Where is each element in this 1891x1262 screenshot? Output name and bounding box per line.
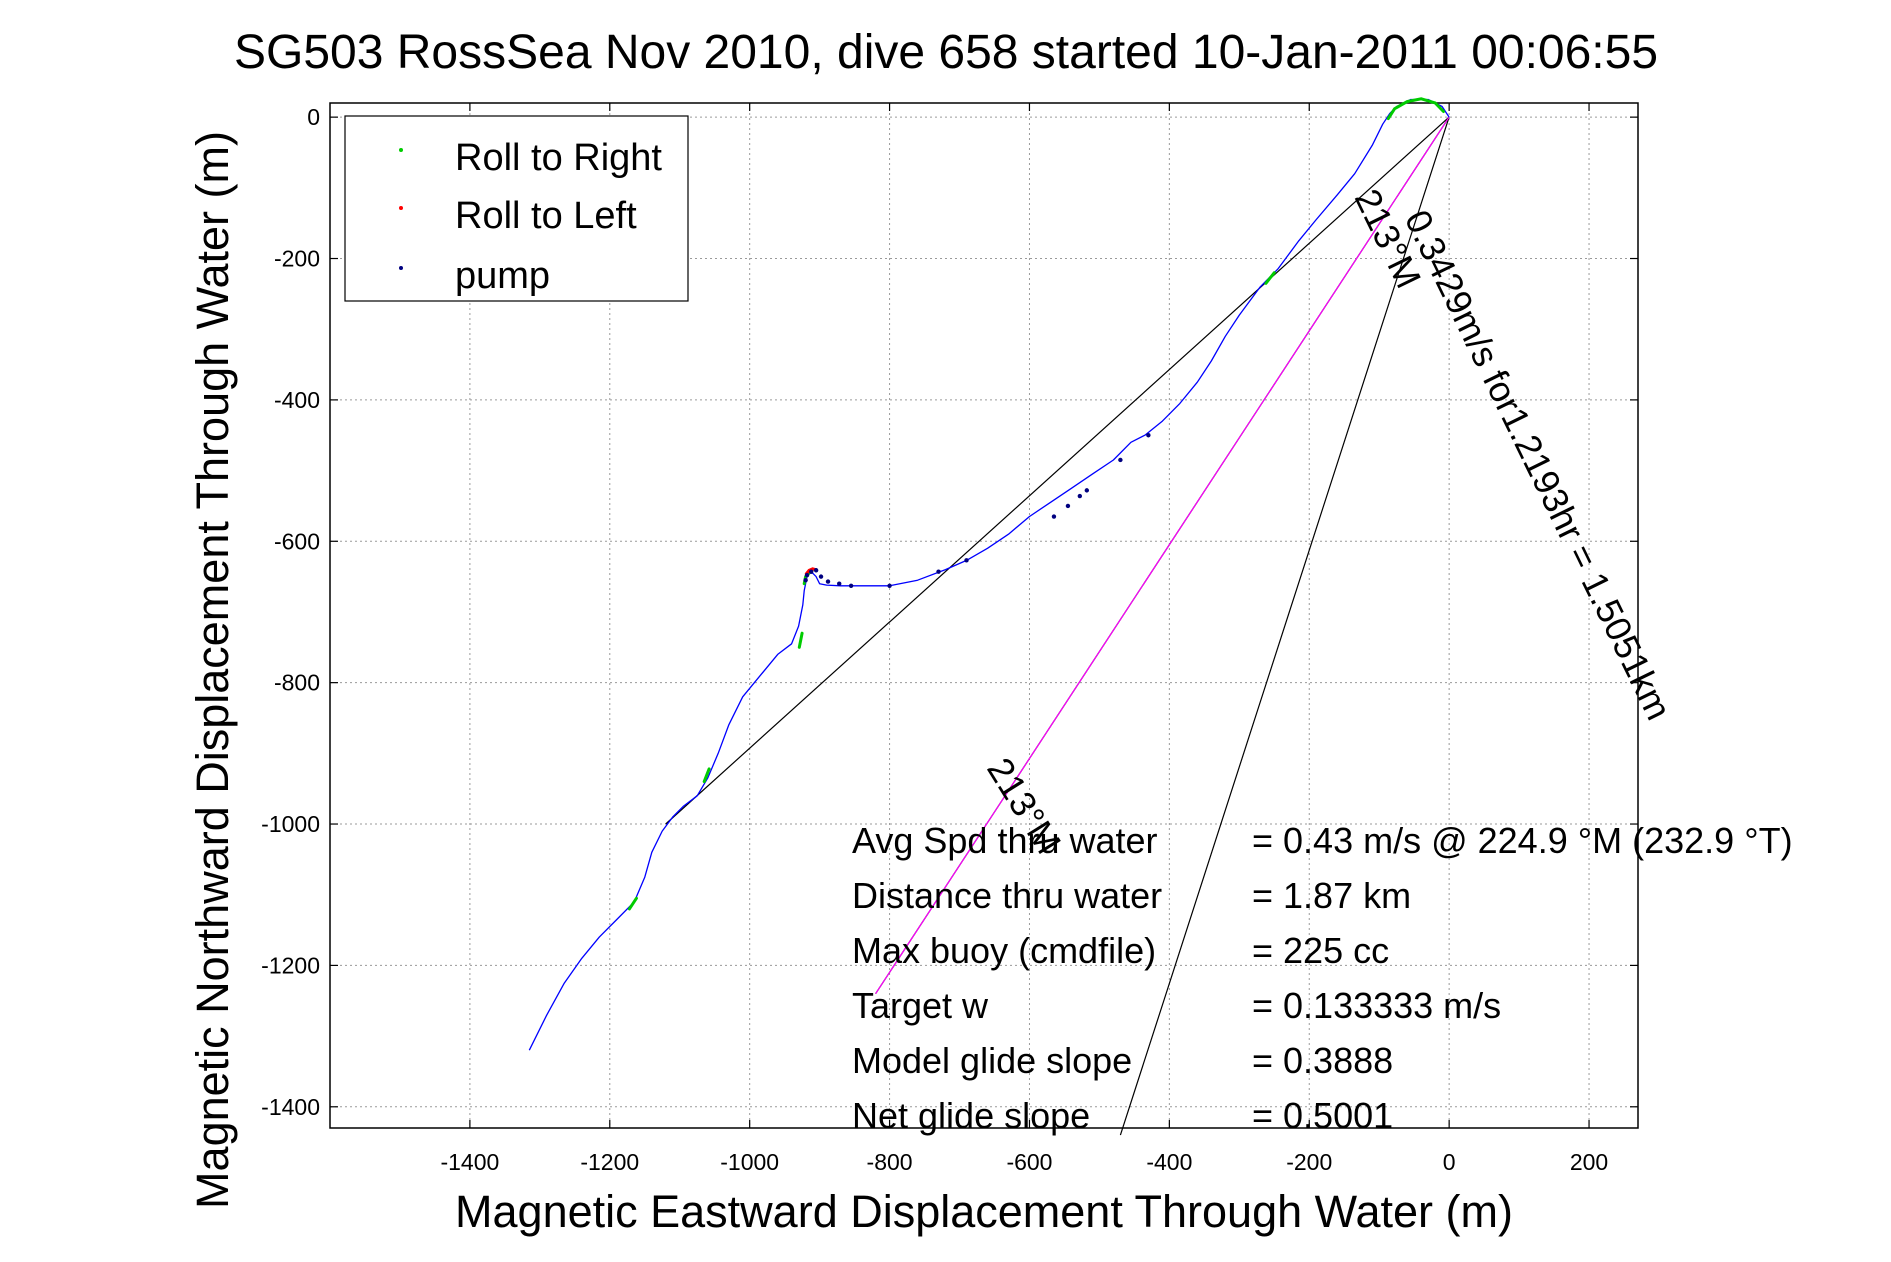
y-tick-label: -1000	[261, 811, 320, 837]
annotation-line	[875, 116, 1450, 995]
grid	[330, 103, 1638, 1128]
pump-point	[1051, 514, 1057, 519]
pump-point	[818, 574, 824, 579]
x-tick-label: 0	[1443, 1149, 1456, 1175]
stat-label-distance: Distance thru water	[852, 875, 1162, 916]
stat-label-avg-spd: Avg Spd thru water	[852, 820, 1158, 861]
legend-label-pump: pump	[455, 255, 550, 297]
y-tick-label: -800	[274, 670, 320, 696]
legend-marker-pump	[399, 266, 403, 270]
annotation-line	[665, 116, 1450, 825]
x-tick-label: -800	[867, 1149, 913, 1175]
stat-label-net-glide: Net glide slope	[852, 1095, 1090, 1136]
stat-label-model-glide: Model glide slope	[852, 1040, 1132, 1081]
x-tick-label: -1200	[580, 1149, 639, 1175]
stat-label-target-w: Target w	[852, 985, 989, 1026]
y-tick-label: -1200	[261, 952, 320, 978]
roll-right-segment	[1264, 271, 1276, 285]
y-axis-label: Magnetic Northward Displacement Through …	[187, 131, 238, 1209]
x-tick-label: -1000	[720, 1149, 779, 1175]
y-tick-label: -200	[274, 246, 320, 272]
pump-point	[803, 577, 808, 583]
legend-marker-roll-left	[399, 206, 403, 210]
annotation-line	[1119, 116, 1450, 1136]
pump-point	[1077, 493, 1083, 499]
x-tick-label: -1400	[440, 1149, 499, 1175]
roll-right-segment	[1386, 97, 1445, 121]
stats-block: Avg Spd thru water = 0.43 m/s @ 224.9 °M…	[852, 820, 1793, 1136]
x-tick-label: -200	[1286, 1149, 1332, 1175]
stat-value-net-glide: = 0.5001	[1252, 1095, 1393, 1136]
pump-point	[837, 581, 842, 586]
chart-title: SG503 RossSea Nov 2010, dive 658 started…	[234, 26, 1658, 79]
legend: Roll to Right Roll to Left pump	[344, 115, 689, 302]
stat-value-max-buoy: = 225 cc	[1252, 930, 1389, 971]
annotation-lines	[665, 116, 1450, 1136]
x-axis-label: Magnetic Eastward Displacement Through W…	[455, 1186, 1513, 1237]
stat-label-max-buoy: Max buoy (cmdfile)	[852, 930, 1156, 971]
legend-label-roll-right: Roll to Right	[455, 137, 662, 179]
legend-label-roll-left: Roll to Left	[455, 195, 637, 237]
stat-value-avg-spd: = 0.43 m/s @ 224.9 °M (232.9 °T)	[1252, 820, 1793, 861]
y-axis-ticks: 0 -200 -400 -600 -800 -1000 -1200 -1400	[261, 104, 1638, 1120]
pump-point	[1065, 503, 1071, 509]
x-tick-label: -600	[1006, 1149, 1052, 1175]
pump-point	[848, 583, 854, 589]
pump-point	[1146, 433, 1151, 438]
pump-point	[825, 579, 831, 584]
x-tick-label: -400	[1146, 1149, 1192, 1175]
pump-point	[1084, 488, 1090, 493]
pump-point	[809, 569, 814, 574]
roll-right-segment	[797, 631, 804, 649]
stat-value-model-glide: = 0.3888	[1252, 1040, 1393, 1081]
plot-area	[329, 102, 1639, 1129]
y-tick-label: -600	[274, 528, 320, 554]
roll-right-segment	[702, 767, 711, 784]
pump-point	[1118, 457, 1123, 463]
pump-point	[804, 573, 810, 578]
roll-and-pump-marks	[627, 97, 1445, 911]
x-tick-label: 200	[1570, 1149, 1608, 1175]
y-tick-label: -1400	[261, 1094, 320, 1120]
pump-point	[813, 568, 819, 573]
pump-point	[964, 558, 969, 563]
legend-marker-roll-right	[399, 148, 403, 152]
pump-point	[887, 583, 892, 589]
stat-value-target-w: = 0.133333 m/s	[1252, 985, 1501, 1026]
y-tick-label: 0	[307, 104, 320, 130]
x-axis-ticks: -1400 -1200 -1000 -800 -600 -400 -200 0 200	[440, 103, 1608, 1175]
stat-value-distance: = 1.87 km	[1252, 875, 1411, 916]
y-tick-label: -400	[274, 387, 320, 413]
pump-point	[936, 569, 941, 574]
roll-right-segment	[627, 896, 638, 911]
